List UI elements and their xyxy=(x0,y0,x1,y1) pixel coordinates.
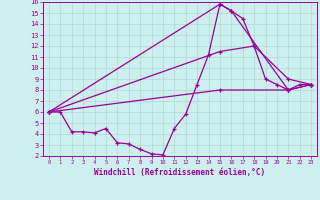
X-axis label: Windchill (Refroidissement éolien,°C): Windchill (Refroidissement éolien,°C) xyxy=(94,168,266,177)
